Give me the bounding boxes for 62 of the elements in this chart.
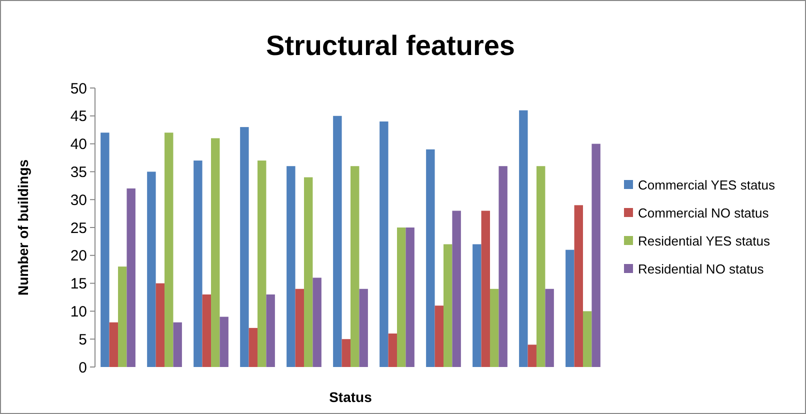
y-tick-label: 45 — [70, 108, 87, 126]
bar — [582, 311, 592, 367]
bar — [342, 339, 350, 367]
bar — [258, 160, 266, 367]
bar — [211, 138, 220, 367]
y-tick-label: 10 — [70, 303, 87, 320]
bar — [490, 288, 499, 367]
bar — [388, 334, 397, 367]
y-tick-label: 0 — [78, 359, 87, 376]
bar — [426, 149, 435, 367]
bar — [333, 116, 342, 367]
legend-label: Commercial NO status — [638, 206, 770, 221]
bar — [240, 127, 249, 367]
bar — [156, 283, 165, 367]
bar — [452, 210, 461, 367]
y-axis-title: Number of buildings — [15, 159, 31, 296]
y-tick-label: 35 — [70, 164, 87, 181]
y-tick-label: 50 — [70, 80, 87, 98]
bar — [574, 205, 583, 367]
bar — [536, 166, 546, 367]
bar — [109, 322, 118, 367]
y-tick-label: 30 — [70, 192, 87, 209]
bar — [566, 250, 574, 367]
bar — [126, 188, 136, 367]
bar — [118, 266, 127, 367]
bar — [359, 288, 368, 367]
bar — [100, 132, 110, 367]
bar — [350, 166, 360, 367]
bar — [472, 244, 482, 367]
bar — [164, 132, 174, 367]
legend-label: Residential NO status — [638, 262, 764, 277]
legend-label: Residential YES status — [638, 234, 770, 249]
bar — [396, 228, 406, 367]
bar — [147, 172, 156, 367]
bar — [545, 288, 554, 367]
chart-title: Structural features — [266, 30, 515, 61]
bar — [528, 344, 536, 367]
bar — [266, 294, 275, 367]
bar — [304, 177, 313, 367]
bar — [443, 244, 452, 367]
bar — [380, 121, 388, 367]
y-tick-label: 25 — [70, 220, 87, 237]
bar — [220, 316, 228, 367]
legend-label: Commercial YES status — [638, 178, 776, 193]
y-tick-label: 5 — [78, 331, 87, 348]
bar — [194, 160, 202, 367]
bar — [434, 306, 444, 367]
bar — [173, 322, 182, 367]
bar — [312, 278, 322, 367]
y-tick-label: 40 — [70, 136, 87, 154]
bar — [286, 166, 296, 367]
bar — [592, 144, 600, 367]
bar — [295, 288, 304, 367]
x-axis-title: Status — [329, 389, 372, 405]
y-tick-label: 15 — [70, 276, 87, 293]
bar — [248, 328, 258, 367]
bar — [481, 210, 490, 367]
bar — [202, 294, 212, 367]
bar — [498, 166, 508, 367]
y-tick-label: 20 — [70, 248, 87, 265]
bar — [406, 228, 414, 367]
bar — [519, 110, 528, 367]
